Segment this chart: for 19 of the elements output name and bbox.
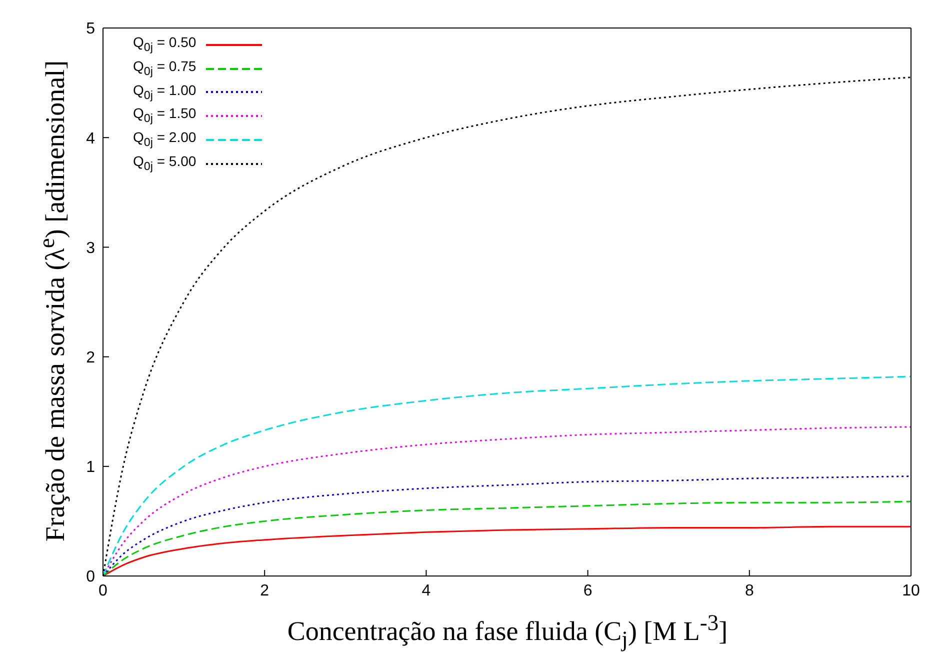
legend-label: Q$_{0j}$ = 5.00 [133,152,196,175]
x-tick-label: 8 [744,582,754,600]
x-tick-label: 0 [98,582,108,600]
y-tick-label: 4 [86,130,96,148]
legend-label: Q$_{0j}$ = 1.50 [133,104,196,128]
legend-label: Q$_{0j}$ = 2.00 [133,128,196,151]
y-tick-label: 3 [86,240,96,257]
legend-label: Q$_{0j}$ = 1.00 [133,80,196,104]
y-tick-label: 5 [86,20,96,38]
legend-label: Q$_{0j}$ = 0.75 [133,56,196,80]
y-tick-label: 0 [86,568,96,586]
x-tick-label: 6 [583,582,592,600]
x-tick-label: 4 [422,582,431,600]
y-tick-label: 1 [86,459,96,476]
y-tick-label: 2 [86,349,96,366]
x-tick-label: 2 [260,582,270,600]
x-tick-label: 10 [902,582,920,600]
x-axis-title: Concentração na fase fluida (C$_{j}$) [M L$^{-3}$] [286,610,729,652]
legend-label: Q$_{0j}$ = 0.50 [133,33,196,56]
